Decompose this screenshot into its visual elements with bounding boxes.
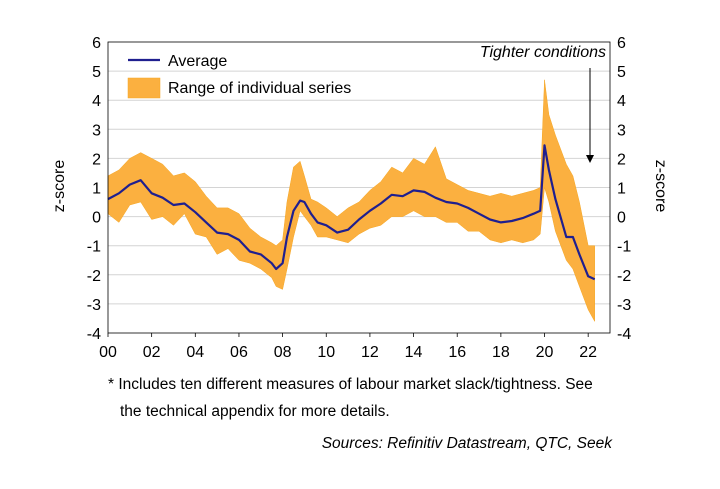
y-tick-label-left: -3 bbox=[87, 297, 101, 314]
legend-range-label: Range of individual series bbox=[168, 80, 351, 97]
y-axis-label-left: z-score bbox=[51, 160, 68, 213]
footnote-line-2: the technical appendix for more details. bbox=[120, 403, 390, 420]
y-tick-label-right: -4 bbox=[617, 326, 631, 343]
y-tick-label-left: 0 bbox=[92, 210, 101, 227]
annotation-arrowhead bbox=[586, 155, 594, 163]
chart-legend: Average Range of individual series bbox=[127, 53, 351, 99]
x-tick-label: 08 bbox=[274, 344, 292, 361]
x-axis-ticks: 00 02 04 06 08 10 12 14 16 18 20 22 bbox=[99, 333, 597, 361]
x-tick-label: 18 bbox=[492, 344, 510, 361]
right-y-ticks: 6 5 4 3 2 1 0 -1 -2 -3 -4 bbox=[617, 35, 631, 343]
left-y-ticks: 6 5 4 3 2 1 0 -1 -2 -3 -4 bbox=[87, 35, 101, 343]
x-tick-label: 16 bbox=[448, 344, 466, 361]
x-tick-label: 22 bbox=[579, 344, 597, 361]
y-tick-label-right: 6 bbox=[617, 35, 626, 52]
x-tick-label: 02 bbox=[143, 344, 161, 361]
y-tick-label-right: 5 bbox=[617, 64, 626, 81]
y-axis-label-right: z-score bbox=[652, 160, 669, 213]
y-tick-label-left: 6 bbox=[92, 35, 101, 52]
y-tick-label-left: 2 bbox=[92, 151, 101, 168]
range-area bbox=[107, 79, 595, 323]
y-tick-label-left: 3 bbox=[92, 122, 101, 139]
y-tick-label-right: -2 bbox=[617, 268, 631, 285]
annotation-text: Tighter conditions bbox=[480, 44, 606, 61]
legend-average-label: Average bbox=[168, 53, 227, 70]
y-tick-label-right: -3 bbox=[617, 297, 631, 314]
y-tick-label-right: 1 bbox=[617, 181, 626, 198]
source-note: Sources: Refinitiv Datastream, QTC, Seek bbox=[321, 435, 612, 452]
y-tick-label-left: -2 bbox=[87, 268, 101, 285]
legend-range-swatch bbox=[127, 77, 161, 99]
x-tick-label: 00 bbox=[99, 344, 117, 361]
x-tick-label: 20 bbox=[536, 344, 554, 361]
y-tick-label-right: 0 bbox=[617, 210, 626, 227]
tighter-conditions-annotation: Tighter conditions bbox=[480, 44, 606, 163]
footnote-line-1: * Includes ten different measures of lab… bbox=[108, 376, 593, 393]
average-line bbox=[107, 144, 596, 281]
y-tick-label-left: -1 bbox=[87, 239, 101, 256]
y-tick-label-right: -1 bbox=[617, 239, 631, 256]
y-tick-label-left: 5 bbox=[92, 64, 101, 81]
x-tick-label: 06 bbox=[230, 344, 248, 361]
y-tick-label-right: 2 bbox=[617, 151, 626, 168]
y-tick-label-left: 4 bbox=[92, 93, 101, 110]
x-tick-label: 14 bbox=[405, 344, 423, 361]
x-tick-label: 04 bbox=[186, 344, 204, 361]
y-tick-label-left: 1 bbox=[92, 181, 101, 198]
x-tick-label: 10 bbox=[317, 344, 335, 361]
y-tick-label-right: 4 bbox=[617, 93, 626, 110]
x-tick-label: 12 bbox=[361, 344, 379, 361]
y-tick-label-right: 3 bbox=[617, 122, 626, 139]
plot-frame bbox=[107, 41, 611, 334]
y-tick-label-left: -4 bbox=[87, 326, 101, 343]
